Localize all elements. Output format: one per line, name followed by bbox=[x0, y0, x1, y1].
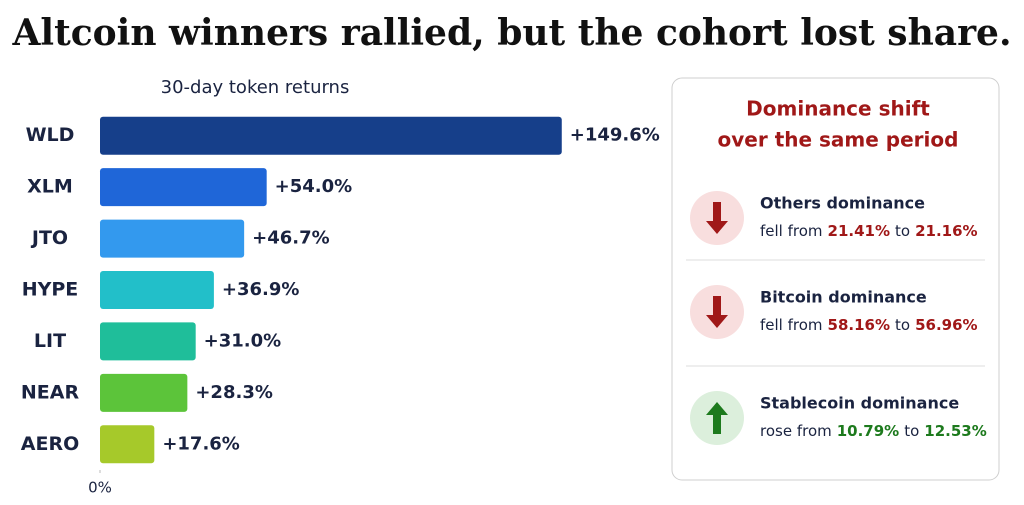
detail-from: 10.79% bbox=[837, 422, 899, 440]
item-label: Others dominance bbox=[760, 194, 925, 213]
value-label: +46.7% bbox=[252, 228, 330, 249]
category-label: NEAR bbox=[21, 381, 80, 403]
panel-title: over the same period bbox=[718, 128, 959, 152]
item-detail: rose from 10.79% to 12.53% bbox=[760, 422, 987, 440]
item-label: Bitcoin dominance bbox=[760, 288, 927, 307]
detail-from: 58.16% bbox=[828, 316, 890, 334]
value-label: +54.0% bbox=[275, 176, 353, 197]
detail-joiner: to bbox=[895, 316, 910, 334]
category-label: AERO bbox=[21, 433, 79, 455]
detail-verb: fell from bbox=[760, 222, 823, 240]
detail-to: 56.96% bbox=[915, 316, 977, 334]
item-detail: fell from 21.41% to 21.16% bbox=[760, 222, 978, 240]
chart-subtitle: 30-day token returns bbox=[161, 77, 350, 98]
category-label: JTO bbox=[30, 227, 68, 249]
bar bbox=[100, 373, 188, 412]
value-label: +36.9% bbox=[222, 279, 300, 300]
chart-title: Altcoin winners rallied, but the cohort … bbox=[12, 12, 1012, 54]
detail-to: 12.53% bbox=[924, 422, 986, 440]
item-label: Stablecoin dominance bbox=[760, 394, 959, 413]
detail-joiner: to bbox=[895, 222, 910, 240]
arrow-icon bbox=[706, 296, 728, 328]
detail-verb: fell from bbox=[760, 316, 823, 334]
bar bbox=[100, 219, 245, 258]
value-label: +31.0% bbox=[204, 330, 282, 351]
detail-verb: rose from bbox=[760, 422, 832, 440]
value-label: +28.3% bbox=[195, 382, 273, 403]
bar bbox=[100, 116, 562, 155]
panel-title: Dominance shift bbox=[746, 97, 930, 121]
x-tick-label: 0% bbox=[88, 479, 112, 497]
detail-from: 21.41% bbox=[828, 222, 890, 240]
bar bbox=[100, 271, 214, 309]
item-detail: fell from 58.16% to 56.96% bbox=[760, 316, 978, 334]
bar bbox=[100, 322, 196, 361]
panel bbox=[671, 77, 1000, 481]
bar bbox=[100, 168, 267, 207]
category-label: LIT bbox=[34, 330, 66, 352]
arrow-icon bbox=[706, 402, 728, 434]
bar bbox=[100, 425, 155, 464]
detail-joiner: to bbox=[904, 422, 919, 440]
category-label: HYPE bbox=[22, 279, 79, 301]
category-label: XLM bbox=[27, 176, 73, 198]
value-label: +17.6% bbox=[162, 433, 240, 454]
arrow-icon bbox=[706, 202, 728, 234]
detail-to: 21.16% bbox=[915, 222, 977, 240]
category-label: WLD bbox=[26, 124, 75, 146]
value-label: +149.6% bbox=[570, 125, 660, 146]
